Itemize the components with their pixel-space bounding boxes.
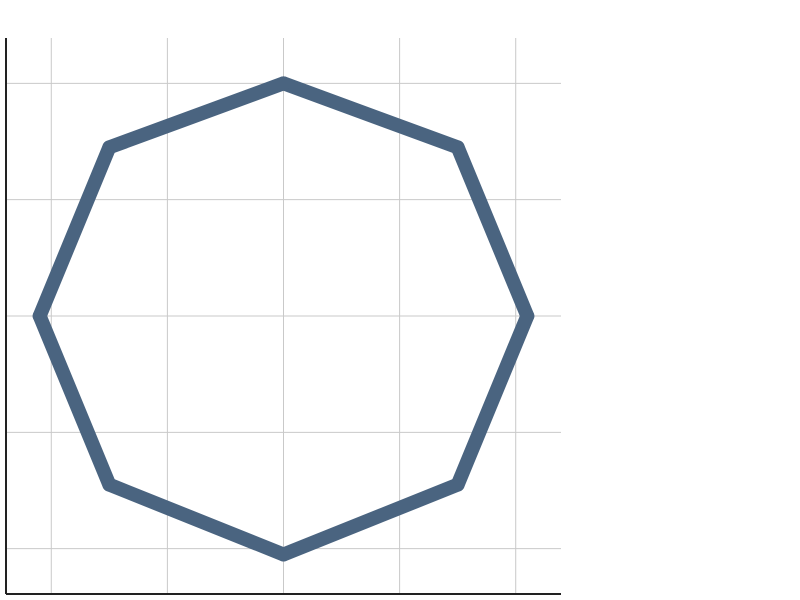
octagon-edge — [32, 309, 117, 492]
octagon-edge — [276, 76, 465, 155]
octagon-edge — [102, 477, 291, 562]
octagon-edge — [32, 140, 117, 323]
octagon-edge — [276, 477, 465, 562]
octagon-edge — [450, 140, 535, 323]
series-layer — [32, 76, 535, 562]
axes — [5, 38, 561, 595]
octagon-edge — [450, 309, 535, 492]
gridlines — [6, 38, 561, 594]
octagon-edge — [102, 76, 291, 155]
